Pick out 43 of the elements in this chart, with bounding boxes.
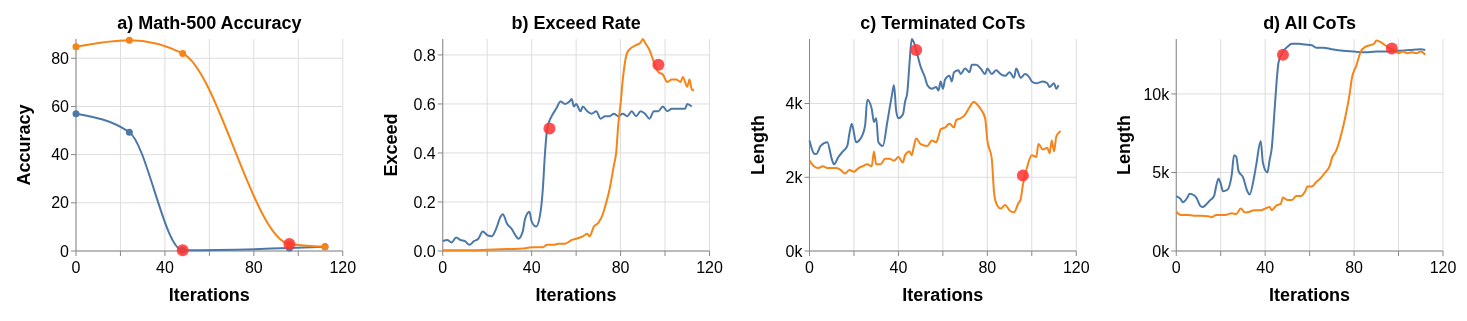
x-axis-title: Iterations: [168, 285, 250, 305]
y-tick-label: 0.6: [413, 95, 436, 113]
y-tick-label: 0.2: [413, 193, 436, 211]
chart-title: c) Terminated CoTs: [860, 13, 1026, 33]
y-tick-label: 0.0: [413, 242, 436, 260]
x-tick-label: 120: [1062, 259, 1090, 276]
y-tick-label: 5k: [1152, 164, 1171, 182]
y-tick-label: 0: [60, 242, 70, 260]
x-tick-label: 80: [244, 259, 263, 276]
y-tick-label: 40: [51, 146, 70, 164]
y-axis-title: Length: [1114, 115, 1135, 175]
y-axis-title: Length: [747, 115, 768, 175]
y-tick-label: 0.4: [413, 144, 436, 162]
x-tick-label: 40: [1256, 259, 1275, 276]
x-tick-label: 40: [522, 259, 541, 276]
y-tick-label: 80: [51, 49, 70, 67]
y-tick-label: 20: [51, 194, 70, 212]
x-tick-label: 120: [1429, 259, 1457, 276]
chart-title: a) Math-500 Accuracy: [117, 13, 302, 33]
x-tick-label: 0: [438, 259, 448, 276]
y-tick-label: 4k: [785, 95, 804, 113]
x-tick-label: 120: [696, 259, 723, 276]
chart-title: d) All CoTs: [1263, 13, 1357, 33]
y-tick-label: 2k: [785, 168, 804, 186]
y-tick-label: 60: [51, 98, 70, 116]
x-axis-title: Iterations: [535, 285, 617, 305]
y-tick-label: 0k: [785, 242, 804, 260]
x-tick-label: 0: [71, 259, 81, 276]
y-tick-label: 10k: [1143, 85, 1171, 103]
x-tick-label: 80: [611, 259, 630, 276]
x-tick-label: 80: [978, 259, 997, 276]
x-tick-label: 0: [805, 259, 815, 276]
x-axis-title: Iterations: [902, 285, 984, 305]
y-tick-label: 0k: [1152, 242, 1171, 260]
chart-title: b) Exceed Rate: [511, 13, 641, 33]
y-axis-title: Exceed: [380, 113, 401, 177]
x-tick-label: 120: [329, 259, 357, 276]
x-axis-title: Iterations: [1269, 285, 1351, 305]
x-tick-label: 40: [156, 259, 174, 276]
y-axis-title: Accuracy: [14, 104, 34, 186]
x-tick-label: 40: [889, 259, 908, 276]
x-tick-label: 80: [1345, 259, 1364, 276]
y-tick-label: 0.8: [413, 46, 436, 64]
